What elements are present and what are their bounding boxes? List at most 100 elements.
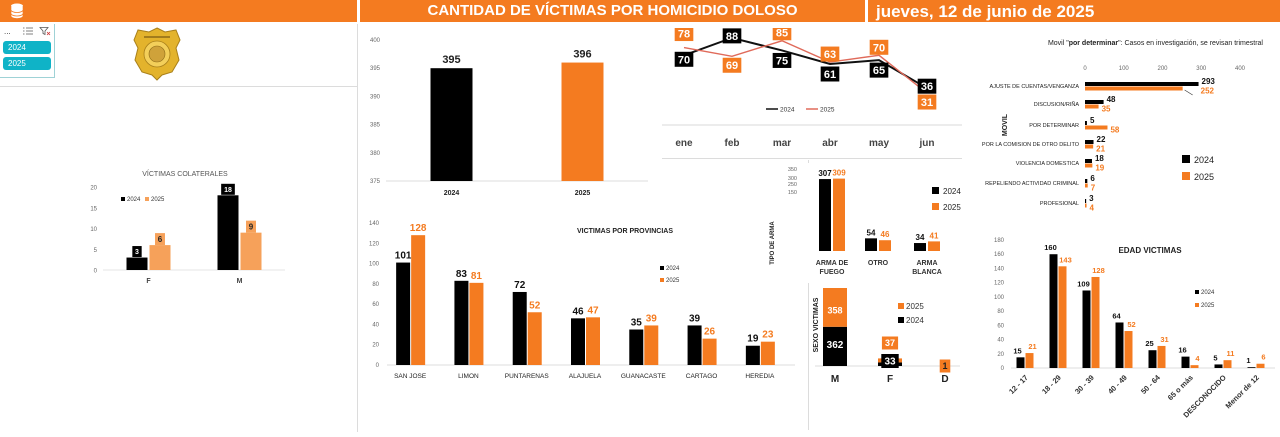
legend-label: 2025 [1194, 172, 1214, 182]
data-label: 35 [631, 318, 643, 329]
data-label: 4 [1090, 204, 1095, 213]
legend-swatch [932, 203, 939, 210]
legend-swatch [660, 278, 664, 282]
legend-swatch [660, 266, 664, 270]
leader-line [1184, 89, 1193, 96]
bar-2024 [217, 195, 239, 270]
bar-2024 [396, 262, 411, 365]
y-tick: PROFESIONAL [1040, 201, 1079, 207]
y-tick: 150 [788, 190, 797, 196]
year-slicer[interactable]: ... 2024 2025 [0, 24, 55, 78]
x-tick: BLANCA [912, 269, 942, 276]
data-label-bg [132, 246, 142, 258]
x-tick: 2025 [575, 190, 591, 197]
legend-label: 2024 [127, 197, 141, 203]
data-label: 39 [689, 313, 701, 324]
bar-2025 [1025, 353, 1034, 368]
police-badge-icon [133, 27, 181, 81]
y-tick: 80 [372, 282, 379, 288]
bar-2024 [430, 68, 473, 181]
y-tick: 0 [1001, 366, 1005, 372]
series-line-2025 [683, 40, 928, 94]
y-tick: 80 [997, 309, 1004, 315]
data-label: 396 [573, 49, 591, 61]
legend-label: 2024 [1201, 290, 1215, 296]
bar-2024 [1016, 357, 1025, 368]
data-label: 101 [395, 251, 412, 262]
data-label-bg [820, 66, 840, 82]
data-label-bg [823, 337, 847, 352]
multi-select-icon[interactable] [23, 27, 33, 35]
bar-2025 [1256, 363, 1265, 368]
data-label-bg [820, 46, 840, 62]
divider [662, 158, 962, 159]
data-label: 83 [456, 269, 468, 280]
data-label: 33 [884, 357, 896, 368]
data-label: 362 [827, 340, 844, 351]
data-label: 70 [873, 42, 885, 54]
data-label: 109 [1077, 279, 1090, 288]
x-tick: ARMA [917, 260, 938, 267]
chart-title: VÍCTIMAS COLATERALES [142, 169, 228, 178]
data-label: 69 [726, 60, 738, 72]
clear-filter-icon[interactable] [39, 27, 51, 36]
data-label: 18 [224, 187, 232, 194]
chart-movil: Movil "por determinar": Casos en investi… [965, 30, 1280, 220]
bar-2025 [879, 240, 891, 251]
x-tick: 30 - 39 [1073, 373, 1096, 396]
data-label: 54 [867, 228, 876, 237]
data-label: 47 [587, 305, 599, 316]
axis-label: MOVIL [1002, 113, 1009, 136]
divider [0, 86, 357, 87]
y-tick: 180 [994, 238, 1005, 244]
axis-label: TIPO DE ARMA [770, 221, 776, 265]
bar-2024 [1085, 100, 1104, 104]
data-label: 75 [776, 55, 788, 67]
data-label-bg [674, 28, 694, 42]
data-label: 6 [1261, 353, 1265, 362]
y-tick: 100 [369, 262, 380, 268]
data-label: 160 [1044, 243, 1057, 252]
bar-2024 [1085, 121, 1087, 125]
y-tick: POR LA COMISION DE OTRO DELITO [982, 142, 1080, 148]
y-tick: DISCUSION/RIÑA [1034, 101, 1080, 108]
data-label: 36 [921, 81, 933, 93]
legend-label: 2025 [943, 203, 961, 212]
x-tick: HEREDIA [745, 373, 775, 380]
y-tick: 400 [370, 38, 381, 44]
x-tick: 0 [1083, 66, 1087, 72]
y-tick: 40 [997, 338, 1004, 344]
bar-2024 [1085, 199, 1087, 203]
data-label: 5 [1090, 116, 1095, 125]
bar-2025 [833, 178, 845, 251]
data-label-bg [869, 62, 889, 78]
data-label: 26 [704, 327, 716, 338]
bar-2025 [1085, 183, 1088, 188]
y-tick: 375 [370, 179, 381, 185]
x-tick: PUNTARENAS [505, 373, 550, 380]
bar-2025 [1085, 163, 1093, 168]
bar-2025 [149, 245, 171, 270]
y-tick: 140 [994, 266, 1005, 272]
bar-2025 [240, 232, 262, 270]
bar-2025 [1085, 86, 1183, 91]
data-label: 35 [1102, 105, 1111, 114]
legend-swatch [121, 197, 125, 201]
y-tick: AJUSTE DE CUENTAS/VENGANZA [990, 84, 1080, 90]
chart-edad-victimas: EDAD VICTIMAS 0 20 40 60 80 100 120 140 160 180 202… [975, 232, 1280, 437]
bar-2024 [1181, 356, 1190, 368]
slicer-item-2025[interactable]: 2025 [3, 57, 51, 70]
x-tick: may [869, 138, 889, 149]
chart-title: VICTIMAS POR PROVINCIAS [577, 228, 673, 235]
x-tick: 12 - 17 [1007, 373, 1030, 396]
header-left-band [0, 0, 357, 22]
data-label: 46 [572, 306, 584, 317]
legend-label: 2024 [1194, 155, 1214, 165]
data-label: 72 [514, 280, 526, 291]
legend-swatch [898, 303, 904, 309]
data-label: 3 [135, 249, 139, 256]
data-label-bg [722, 57, 742, 73]
database-icon[interactable] [10, 3, 24, 19]
y-tick: VIOLENCIA DOMESTICA [1016, 161, 1080, 167]
slicer-item-2024[interactable]: 2024 [3, 41, 51, 54]
